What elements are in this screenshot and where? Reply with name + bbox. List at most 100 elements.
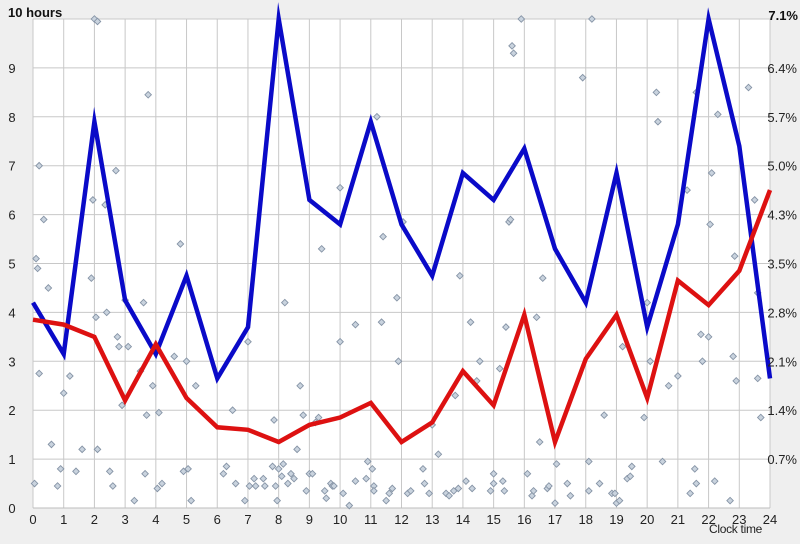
scatter-point: [369, 486, 378, 495]
x-axis-ticks: 0 1 2 3 4 5 6 7 8 9 10 11 12 13 14 15 16 17 18 19 20 21 22 23 24: [29, 512, 777, 527]
scatter-point: [618, 342, 627, 351]
scatter-point: [176, 240, 185, 248]
scatter-point: [33, 264, 42, 273]
scatter-point: [379, 232, 387, 241]
scatter-point: [673, 372, 682, 380]
scatter-point: [320, 486, 329, 495]
scatter-point: [615, 496, 624, 505]
scatter-point: [35, 369, 44, 378]
scatter-point: [250, 474, 258, 483]
scatter-point: [475, 357, 484, 366]
scatter-point: [664, 381, 673, 390]
scatter-point: [139, 298, 148, 307]
scatter-point: [600, 411, 609, 419]
y2-tick-label: 5.0%: [767, 159, 797, 174]
scatter-point: [141, 469, 149, 478]
scatter-point: [47, 440, 56, 449]
scatter-point: [280, 298, 289, 307]
scatter-point: [552, 460, 561, 468]
scatter-point: [124, 342, 133, 351]
x-tick-label: 16: [517, 512, 531, 527]
scatter-point: [65, 372, 74, 380]
scatter-point: [130, 496, 139, 505]
scatter-point: [182, 357, 191, 366]
scatter-point: [652, 88, 661, 97]
scatter-point: [706, 220, 715, 229]
scatter-point: [489, 479, 498, 488]
scatter-point: [92, 313, 100, 322]
scatter-point: [268, 462, 277, 471]
scatter-point: [112, 166, 120, 175]
scatter-point: [30, 479, 39, 488]
scatter-point: [627, 462, 636, 471]
scatter-point: [489, 469, 498, 478]
scatter-point: [732, 376, 741, 385]
data-lines: [31, 2, 773, 450]
x-tick-label: 7: [244, 512, 251, 527]
y-tick-label: 7: [8, 159, 15, 174]
scatter-point: [509, 49, 518, 58]
scatter-point: [420, 479, 429, 488]
scatter-point: [87, 274, 96, 283]
scatter-point: [317, 244, 326, 253]
scatter-point: [704, 332, 713, 341]
x-tick-label: 1: [60, 512, 67, 527]
scatter-point: [336, 337, 344, 346]
scatter-point: [425, 489, 434, 498]
scatter-point: [170, 352, 179, 361]
right-axis-ticks: 0.7% 1.4% 2.1% 2.8% 3.5% 4.3% 5.0% 5.7% 6.4%: [767, 61, 797, 467]
scatter-point: [707, 169, 716, 177]
x-tick-label: 12: [394, 512, 408, 527]
scatter-point: [228, 406, 237, 415]
right-axis-top-label: 7.1%: [768, 8, 798, 23]
scatter-point: [144, 90, 153, 99]
scatter-point: [643, 298, 652, 307]
scatter-point: [283, 479, 292, 488]
scatter-point: [654, 117, 662, 126]
scatter-point: [406, 486, 415, 495]
scatter-point: [506, 215, 515, 224]
scatter-point: [339, 489, 348, 498]
scatter-point: [730, 252, 739, 261]
scatter-point: [692, 479, 701, 488]
x-tick-label: 19: [609, 512, 623, 527]
x-tick-label: 0: [29, 512, 36, 527]
scatter-point: [219, 469, 228, 478]
scatter-point: [658, 457, 667, 466]
y2-tick-label: 3.5%: [767, 257, 797, 272]
scatter-point: [260, 482, 269, 490]
scatter-point: [750, 196, 759, 204]
y-tick-label: 1: [8, 452, 15, 467]
scatter-point: [517, 15, 526, 23]
scatter-point: [158, 479, 166, 488]
scatter-point: [377, 318, 386, 327]
scatter-point: [584, 486, 593, 495]
scatter-point: [690, 464, 699, 473]
scatter-point: [296, 381, 305, 390]
x-tick-label: 18: [579, 512, 593, 527]
scatter-point: [231, 479, 240, 488]
y2-tick-label: 4.3%: [767, 208, 797, 223]
x-tick-label: 24: [763, 512, 777, 527]
scatter-point: [535, 438, 544, 446]
x-tick-label: 2: [91, 512, 98, 527]
red-line: [32, 189, 773, 450]
left-axis-title: 10 hours: [8, 5, 63, 20]
y2-tick-label: 2.1%: [767, 354, 797, 369]
y2-tick-label: 1.4%: [767, 403, 797, 418]
scatter-point: [270, 416, 278, 424]
x-tick-label: 17: [548, 512, 562, 527]
scatter-point: [498, 477, 507, 485]
scatter-point: [419, 464, 427, 473]
y2-tick-label: 0.7%: [767, 452, 797, 467]
scatter-point: [330, 482, 338, 490]
scatter-point: [59, 389, 68, 397]
scatter-point: [72, 467, 80, 476]
scatter-point: [287, 469, 295, 478]
scatter-point: [293, 445, 301, 454]
scatter-point: [595, 479, 604, 488]
scatter-point: [466, 318, 475, 327]
x-tick-label: 14: [456, 512, 470, 527]
scatter-point: [93, 445, 102, 454]
scatter-point: [698, 357, 707, 366]
